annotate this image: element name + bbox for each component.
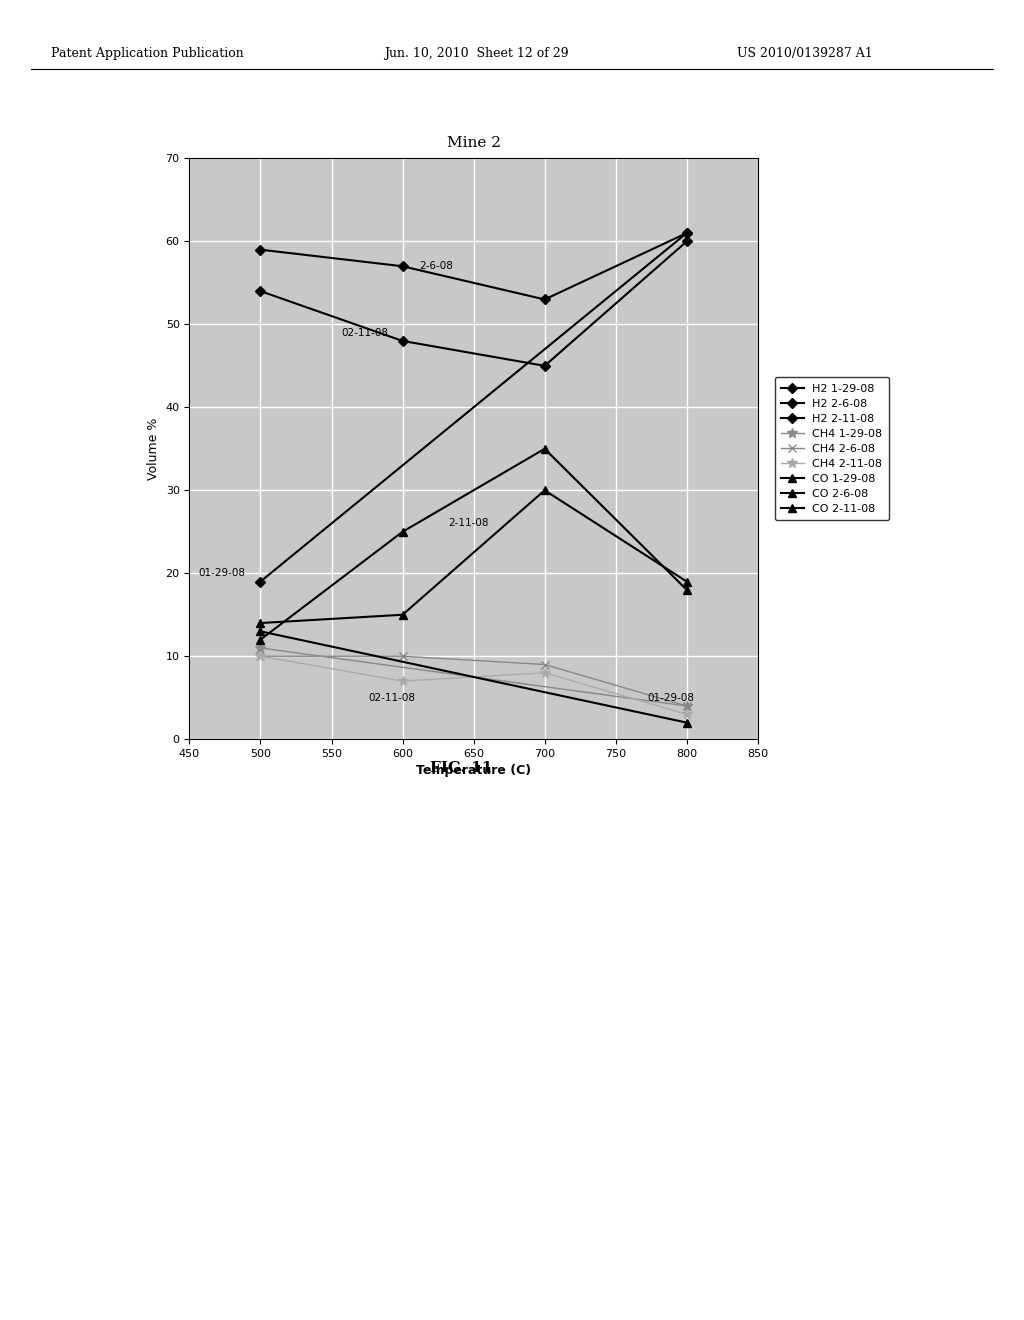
Text: 2-6-08: 2-6-08 xyxy=(420,261,454,272)
Y-axis label: Volume %: Volume % xyxy=(147,417,160,480)
Text: US 2010/0139287 A1: US 2010/0139287 A1 xyxy=(737,46,873,59)
Text: 01-29-08: 01-29-08 xyxy=(198,568,245,578)
Text: Patent Application Publication: Patent Application Publication xyxy=(51,46,244,59)
Text: 02-11-08: 02-11-08 xyxy=(341,327,388,338)
Text: FIG. 11: FIG. 11 xyxy=(430,762,492,775)
Text: 01-29-08: 01-29-08 xyxy=(647,693,694,702)
Text: Jun. 10, 2010  Sheet 12 of 29: Jun. 10, 2010 Sheet 12 of 29 xyxy=(384,46,568,59)
X-axis label: Temperature (C): Temperature (C) xyxy=(416,764,531,777)
Text: 2-11-08: 2-11-08 xyxy=(449,519,488,528)
Legend: H2 1-29-08, H2 2-6-08, H2 2-11-08, CH4 1-29-08, CH4 2-6-08, CH4 2-11-08, CO 1-29: H2 1-29-08, H2 2-6-08, H2 2-11-08, CH4 1… xyxy=(775,378,889,520)
Text: 02-11-08: 02-11-08 xyxy=(369,693,416,702)
Title: Mine 2: Mine 2 xyxy=(446,136,501,150)
